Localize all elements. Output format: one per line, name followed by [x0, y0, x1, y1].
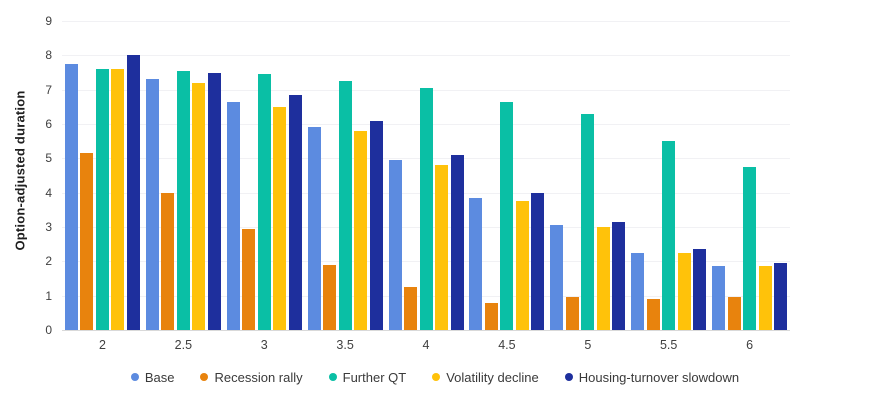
- legend-item-base: Base: [130, 369, 175, 385]
- x-tick-label-2: 2: [98, 338, 106, 352]
- bar-group-2.5: [143, 21, 224, 330]
- bar-recession-rally-x6: [727, 297, 741, 330]
- bar-volatility-decline-x3: [273, 106, 287, 330]
- bar-group-5.5: [628, 21, 709, 330]
- x-tick-label-5.5: 5.5: [659, 338, 678, 352]
- legend-dot-icon: [200, 373, 209, 381]
- y-tick-label-3: 3: [45, 220, 52, 234]
- bar-recession-rally-x3.5: [323, 264, 337, 330]
- y-tick-label-1: 1: [45, 288, 52, 303]
- bar-group-4.5: [466, 21, 547, 330]
- x-axis: 2 2.5 3 3.5 4 4.5 5 5.5 6: [62, 338, 790, 352]
- bar-base-x6: [712, 266, 726, 330]
- y-tick-label-7: 7: [45, 82, 52, 97]
- bar-base-x5: [550, 225, 564, 330]
- legend: Base Recession rally Further QT Volatility …: [0, 366, 870, 388]
- bar-housing-turnover-slowdown-x4.5: [531, 192, 545, 330]
- y-tick-label-2: 2: [45, 254, 52, 269]
- y-tick-label-5: 5: [45, 151, 52, 166]
- plot-area: [62, 21, 790, 331]
- y-tick-label-0: 0: [45, 323, 52, 337]
- bar-volatility-decline-x4.5: [515, 201, 529, 330]
- bar-group-4: [386, 21, 467, 330]
- bar-base-x2: [64, 63, 78, 330]
- bar-group-6: [709, 21, 790, 330]
- bar-housing-turnover-slowdown-x3.5: [369, 120, 383, 330]
- bar-housing-turnover-slowdown-x4: [450, 154, 464, 330]
- bar-groups: [62, 21, 790, 330]
- y-tick-label-9: 9: [45, 14, 52, 28]
- bar-housing-turnover-slowdown-x6: [774, 263, 788, 330]
- bar-housing-turnover-slowdown-x2: [126, 55, 140, 330]
- bar-volatility-decline-x5.5: [677, 252, 691, 330]
- gridline: [62, 55, 790, 57]
- bar-base-x4.5: [469, 197, 483, 330]
- gridline: [62, 21, 790, 22]
- legend-item-housing-turnover-slowdown: Housing-turnover slowdown: [564, 369, 740, 385]
- bar-base-x3: [226, 101, 240, 330]
- y-tick-label-8: 8: [45, 48, 52, 63]
- bar-group-3: [224, 21, 305, 330]
- x-tick-label-5: 5: [584, 338, 592, 352]
- bar-recession-rally-x4: [404, 287, 417, 330]
- bar-further-qt-x5: [581, 113, 595, 330]
- bar-group-5: [547, 21, 628, 330]
- bar-volatility-decline-x2.5: [192, 82, 206, 330]
- legend-label: Recession rally: [214, 369, 303, 385]
- x-tick-label-3: 3: [260, 338, 268, 352]
- bar-further-qt-x2: [95, 69, 109, 330]
- bar-base-x4: [388, 160, 402, 330]
- bar-further-qt-x3: [257, 74, 271, 330]
- bar-further-qt-x3.5: [338, 81, 352, 330]
- bar-further-qt-x5.5: [662, 141, 676, 330]
- bar-recession-rally-x4.5: [484, 302, 498, 330]
- legend-dot-icon: [432, 373, 441, 381]
- bar-base-x3.5: [307, 127, 321, 330]
- bar-volatility-decline-x3.5: [354, 130, 368, 330]
- x-tick-label-3.5: 3.5: [336, 338, 354, 352]
- x-tick-label-4.5: 4.5: [498, 338, 516, 352]
- bar-housing-turnover-slowdown-x2.5: [207, 72, 221, 330]
- y-tick-label-6: 6: [45, 117, 52, 131]
- bar-recession-rally-x5.5: [646, 299, 660, 330]
- bar-recession-rally-x3: [242, 228, 256, 330]
- bar-further-qt-x6: [743, 166, 757, 330]
- legend-dot-icon: [564, 373, 573, 381]
- x-tick-label-2.5: 2.5: [174, 338, 193, 352]
- x-tick-label-6: 6: [746, 338, 754, 352]
- bar-volatility-decline-x2: [111, 69, 125, 330]
- legend-label: Volatility decline: [446, 369, 539, 385]
- bar-recession-rally-x5: [565, 297, 579, 330]
- legend-dot-icon: [130, 373, 139, 381]
- bar-volatility-decline-x6: [758, 266, 772, 330]
- legend-item-recession-rally: Recession rally: [200, 369, 303, 385]
- bar-base-x5.5: [631, 252, 645, 330]
- bar-housing-turnover-slowdown-x3: [288, 94, 302, 330]
- bar-recession-rally-x2.5: [161, 192, 175, 330]
- legend-item-volatility-decline: Volatility decline: [432, 370, 539, 385]
- legend-dot-icon: [328, 373, 337, 381]
- bar-further-qt-x4: [419, 87, 433, 330]
- bar-volatility-decline-x4: [435, 165, 448, 330]
- legend-label: Base: [144, 369, 175, 385]
- bar-housing-turnover-slowdown-x5: [612, 221, 626, 330]
- legend-item-further-qt: Further QT: [328, 369, 407, 385]
- legend-label: Housing-turnover slowdown: [578, 369, 740, 385]
- bar-housing-turnover-slowdown-x5.5: [693, 249, 707, 330]
- x-tick-label-4: 4: [422, 338, 430, 352]
- bar-group-2: [62, 21, 143, 330]
- legend-label: Further QT: [342, 369, 407, 385]
- bar-further-qt-x4.5: [500, 101, 514, 330]
- y-tick-label-4: 4: [45, 185, 52, 200]
- bar-recession-rally-x2: [80, 153, 94, 330]
- bar-group-3.5: [305, 21, 386, 330]
- bar-volatility-decline-x5: [596, 227, 610, 330]
- bar-further-qt-x2.5: [176, 70, 190, 330]
- bar-base-x2.5: [145, 79, 159, 330]
